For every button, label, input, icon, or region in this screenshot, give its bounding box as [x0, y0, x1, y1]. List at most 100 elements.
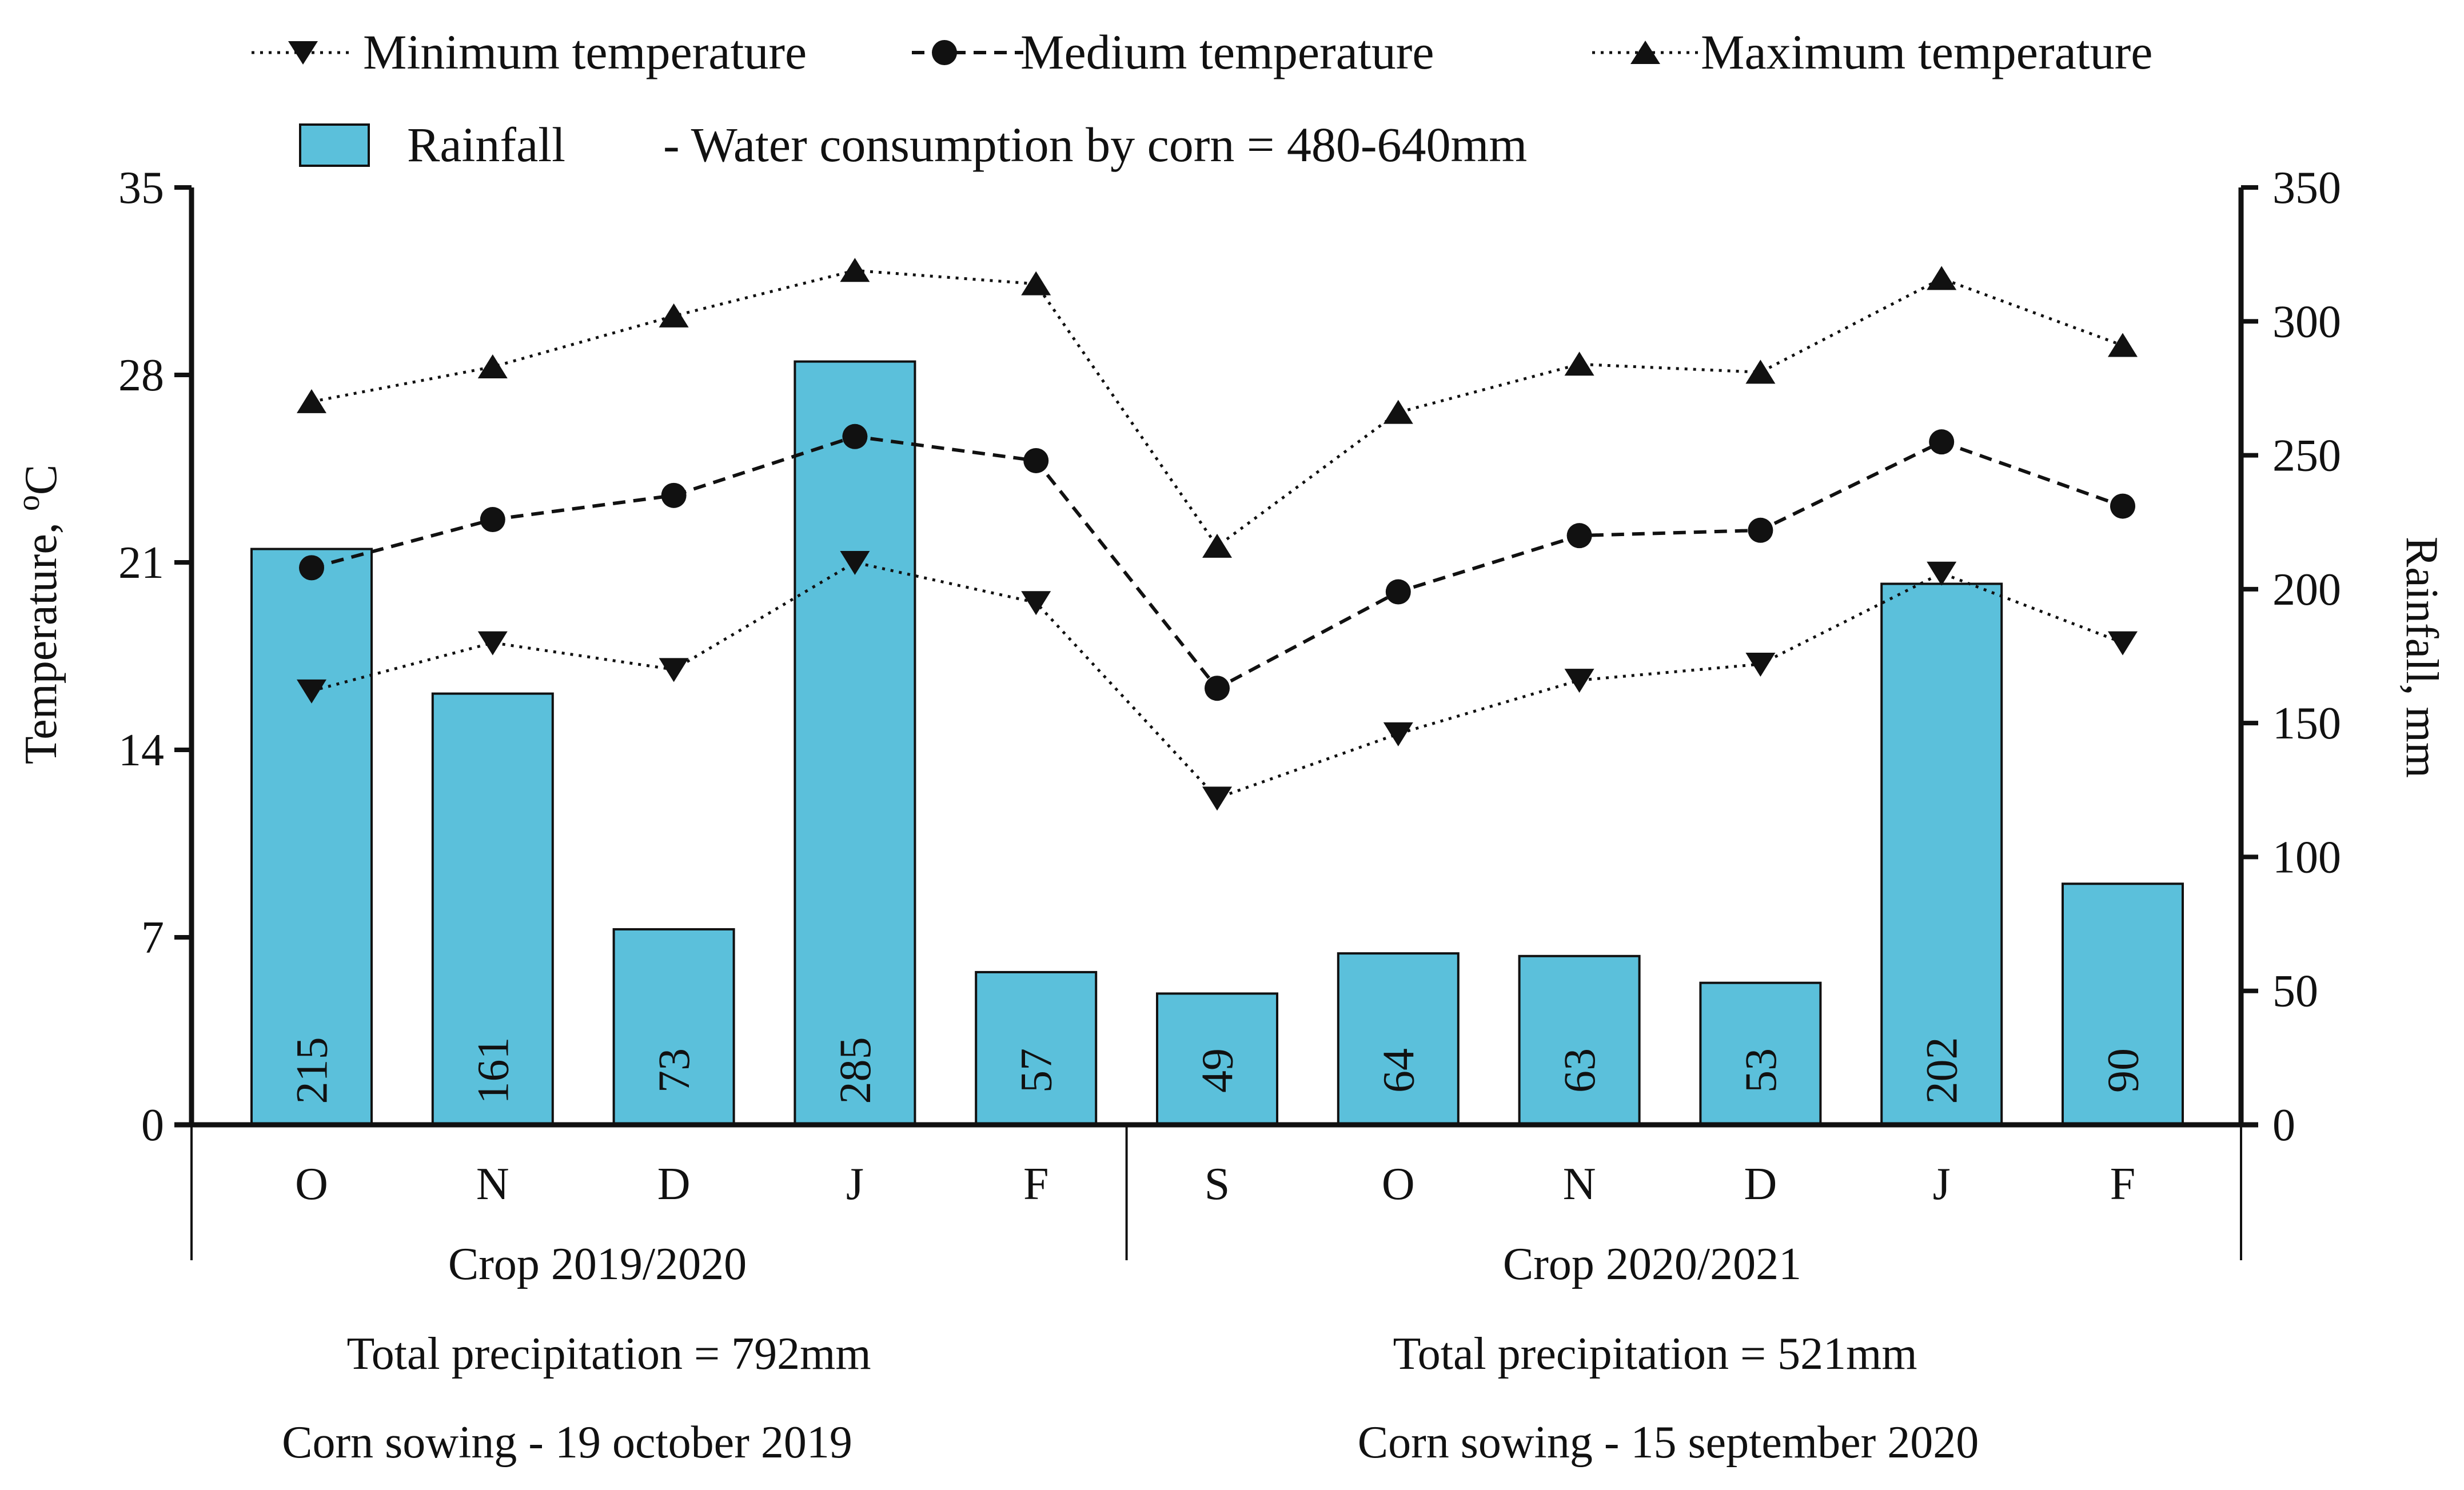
y-left-label-sup: o: [11, 495, 46, 511]
medium-temperature-marker: [1566, 523, 1592, 549]
y-right-tick-label: 300: [2272, 297, 2341, 347]
minimum-temperature-marker: [1927, 561, 1957, 586]
y-left-tick-label: 7: [141, 913, 164, 963]
rain-bar-label: 215: [287, 1037, 337, 1104]
x-tick-label: J: [846, 1159, 864, 1209]
legend-max-marker: [1630, 41, 1660, 64]
rain-bar: [431, 692, 554, 1126]
minimum-temperature-line: [311, 561, 2123, 800]
y-right-label: Rainfall, mm: [2397, 537, 2447, 778]
rain-bar: [612, 928, 735, 1126]
minimum-temperature-marker: [1383, 722, 1413, 746]
x-tick-label: O: [295, 1159, 328, 1209]
rain-bar-label: 202: [1917, 1037, 1967, 1104]
x-tick-label: F: [2110, 1159, 2136, 1209]
medium-temperature-marker: [1748, 517, 1773, 543]
rain-bar-label: 53: [1736, 1048, 1785, 1093]
rain-bar: [1518, 954, 1641, 1127]
x-tick-label: S: [1205, 1159, 1230, 1209]
legend-min-marker: [288, 41, 318, 65]
y-left-tick-label: 21: [118, 538, 164, 588]
rain-bar-label: 49: [1193, 1048, 1242, 1093]
rain-bar: [1156, 992, 1278, 1127]
rain-bar: [794, 360, 916, 1126]
medium-temperature-marker: [2110, 493, 2135, 519]
maximum-temperature-marker: [1383, 400, 1413, 424]
rain-bar-label: 64: [1373, 1048, 1423, 1093]
group-1-sowing: Corn sowing - 19 october 2019: [282, 1417, 852, 1468]
y-right-tick-label: 200: [2272, 565, 2341, 615]
y-left-label: Temperature, oC: [11, 465, 66, 764]
medium-temperature-marker: [1023, 448, 1049, 473]
legend-med-marker: [932, 40, 957, 65]
y-left-tick-label: 0: [141, 1100, 164, 1151]
y-right-tick-label: 0: [2272, 1100, 2295, 1151]
y-right-tick-label: 50: [2272, 966, 2318, 1017]
rain-bar: [1337, 952, 1460, 1126]
legend-rain-swatch: [299, 123, 370, 167]
rain-bar-label: 161: [468, 1037, 517, 1104]
plot-area: 215 161 73 285 57 49 64 63 53 202 9007142128350501…: [118, 163, 2341, 1260]
minimum-temperature-marker: [477, 631, 508, 656]
group-2-label: Crop 2020/2021: [1503, 1239, 1801, 1289]
legend-med-label: Medium temperature: [1020, 25, 1434, 79]
medium-temperature-line: [311, 434, 2124, 691]
y-left-label-main: Temperature,: [16, 511, 66, 764]
maximum-temperature-marker: [1564, 351, 1594, 376]
y-left-tick-label: 28: [118, 350, 164, 401]
legend: Minimum temperature Medium temperature M…: [252, 25, 2152, 172]
maximum-temperature-marker: [477, 354, 508, 378]
x-tick-label: J: [1933, 1159, 1951, 1209]
x-tick-label: N: [476, 1159, 509, 1209]
x-tick-label: N: [1563, 1159, 1596, 1209]
x-tick-label: D: [1744, 1159, 1777, 1209]
maximum-temperature-marker: [1745, 359, 1776, 384]
minimum-temperature-marker: [1564, 669, 1594, 693]
medium-temperature-marker: [1385, 579, 1411, 605]
minimum-temperature-marker: [1202, 786, 1232, 811]
y-left-tick-label: 14: [118, 725, 164, 776]
maximum-temperature-line: [311, 269, 2123, 549]
y-right-tick-label: 250: [2272, 431, 2341, 481]
legend-water-note: - Water consumption by corn = 480-640mm: [663, 117, 1527, 172]
legend-rain-label: Rainfall: [407, 117, 565, 172]
maximum-temperature-marker: [1202, 533, 1232, 558]
rain-bar-label: 57: [1011, 1048, 1061, 1093]
minimum-temperature-marker: [840, 551, 870, 575]
rain-bar-label: 90: [2098, 1048, 2148, 1093]
minimum-temperature-marker: [2108, 631, 2138, 656]
y-right-tick-label: 100: [2272, 832, 2341, 882]
rain-bar: [1699, 981, 1822, 1126]
rain-bar-label: 63: [1554, 1048, 1604, 1093]
y-left-tick-label: 35: [118, 163, 164, 213]
legend-max-label: Maximum temperature: [1701, 25, 2152, 79]
minimum-temperature-marker: [1021, 591, 1051, 616]
group-1-precipitation: Total precipitation = 792mm: [346, 1329, 871, 1379]
rain-bar: [975, 970, 1098, 1127]
x-tick-label: D: [657, 1159, 691, 1209]
group-1-label: Crop 2019/2020: [448, 1239, 747, 1289]
medium-temperature-marker: [480, 507, 505, 533]
medium-temperature-marker: [1929, 429, 1955, 455]
y-right-tick-label: 350: [2272, 163, 2341, 213]
x-tick-label: O: [1382, 1159, 1415, 1209]
y-right-tick-label: 150: [2272, 698, 2341, 749]
maximum-temperature-marker: [659, 303, 689, 327]
maximum-temperature-marker: [297, 389, 326, 413]
medium-temperature-marker: [661, 482, 687, 508]
maximum-temperature-marker: [2108, 333, 2138, 357]
medium-temperature-marker: [1205, 676, 1230, 701]
group-2-sowing: Corn sowing - 15 september 2020: [1358, 1417, 1979, 1468]
medium-temperature-marker: [842, 424, 868, 449]
x-tick-label: F: [1023, 1159, 1049, 1209]
minimum-temperature-marker: [1745, 653, 1776, 677]
medium-temperature-marker: [299, 555, 324, 581]
rain-bar-label: 285: [830, 1037, 880, 1104]
minimum-temperature-marker: [659, 658, 689, 682]
maximum-temperature-marker: [1927, 266, 1957, 290]
group-2-precipitation: Total precipitation = 521mm: [1393, 1329, 1917, 1379]
maximum-temperature-marker: [840, 258, 870, 282]
legend-min-label: Minimum temperature: [363, 25, 807, 79]
